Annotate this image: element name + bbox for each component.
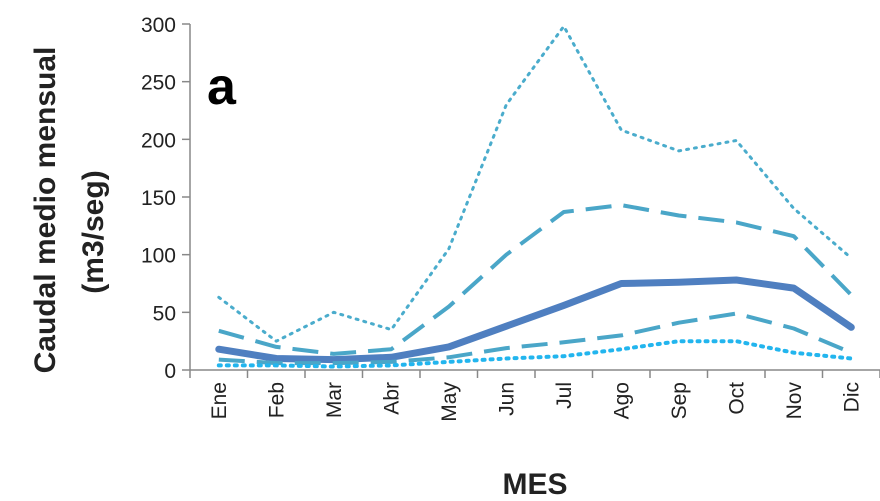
- y-tick-label: 150: [141, 187, 176, 210]
- x-tick-label: Oct: [725, 382, 748, 415]
- x-ticks: Ene Feb Mar Abr May Jun Jul Ago Sep Oct Nov Dic: [189, 370, 880, 422]
- panel-label: a: [207, 58, 237, 116]
- x-tick-label: Mar: [323, 382, 346, 418]
- x-tick-label: Ene: [208, 382, 231, 419]
- series-line-dotted-upper: [217, 24, 853, 343]
- y-axis-title-line-2: (m3/seg): [77, 170, 110, 293]
- y-tick-label: 50: [153, 302, 176, 325]
- y-tick-label: 0: [164, 360, 176, 383]
- y-ticks: 0 50 100 150 200 250 300: [141, 14, 190, 383]
- x-tick-label: Jul: [553, 382, 576, 409]
- x-tick-label: Abr: [380, 382, 403, 415]
- series-line-dotted-lower: [216, 339, 854, 369]
- y-tick-label: 300: [141, 14, 176, 37]
- x-tick-label: Sep: [668, 382, 691, 419]
- y-tick-label: 100: [141, 245, 176, 268]
- x-tick-label: Dic: [840, 382, 863, 412]
- x-tick-label: Ago: [610, 382, 633, 419]
- y-tick-label: 200: [141, 129, 176, 152]
- series-line-dashed-lower: [218, 311, 853, 366]
- x-tick-label: May: [438, 382, 461, 422]
- series-layer: [215, 24, 855, 369]
- series-line-solid-mean: [215, 276, 855, 364]
- x-tick-label: Feb: [265, 382, 288, 418]
- y-axis-title-line-1: Caudal medio mensual: [29, 47, 62, 374]
- x-tick-label: Jun: [495, 382, 518, 416]
- x-axis-title: MES: [502, 468, 567, 501]
- x-tick-label: Nov: [783, 382, 806, 420]
- series-line-dashed-upper: [218, 203, 853, 356]
- y-tick-label: 250: [141, 72, 176, 95]
